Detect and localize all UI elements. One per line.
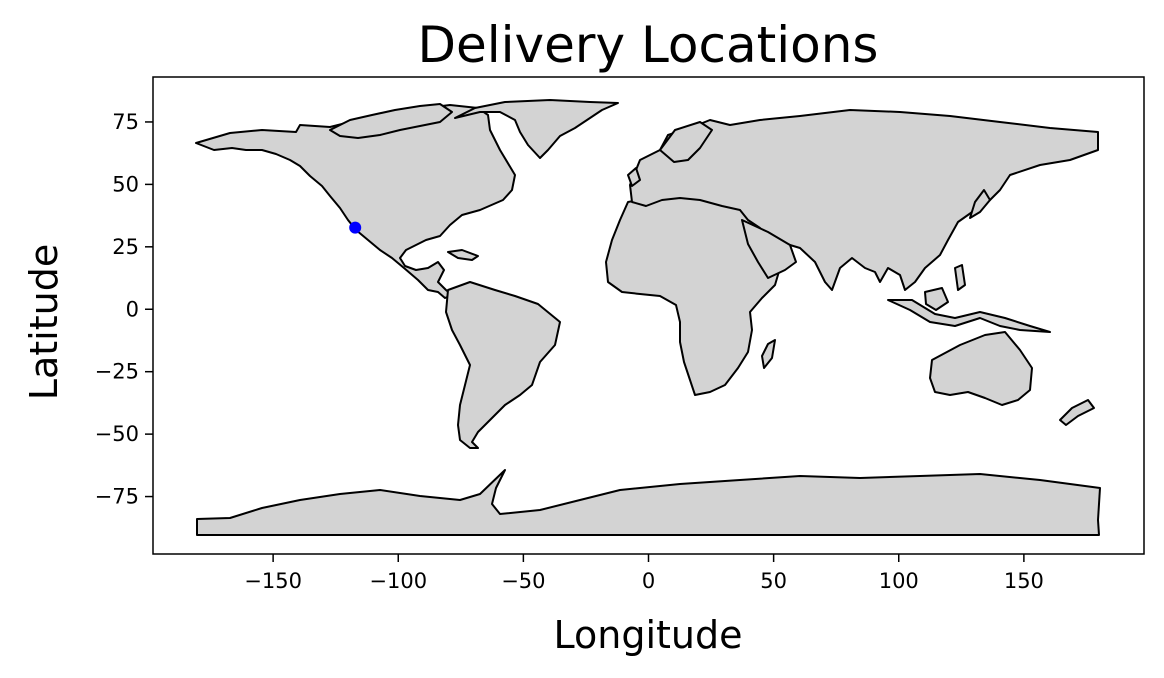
landmass-uk — [627, 167, 641, 187]
x-tick-label: 150 — [1004, 569, 1044, 593]
landmass-australia — [929, 331, 1033, 406]
landmass-antarctica — [196, 469, 1101, 536]
y-axis: 75 50 25 0 −25 −50 −75 — [95, 110, 153, 509]
x-tick-label: −100 — [369, 569, 427, 593]
y-tick-label: −75 — [95, 485, 139, 509]
landmass-arabia — [741, 219, 797, 279]
x-tick-label: 0 — [642, 569, 655, 593]
landmass-north-america — [195, 104, 516, 299]
y-tick-label: 75 — [112, 110, 139, 134]
x-tick-label: −50 — [501, 569, 545, 593]
landmass-canadian-islands — [329, 103, 453, 139]
world-map — [195, 99, 1101, 536]
landmass-cuba — [447, 249, 479, 261]
y-tick-label: 25 — [112, 235, 139, 259]
landmass-japan — [969, 189, 991, 219]
y-axis-label: Latitude — [22, 244, 66, 400]
landmass-indonesia — [887, 299, 1051, 333]
x-tick-label: −150 — [244, 569, 302, 593]
y-tick-label: 0 — [126, 297, 139, 321]
y-tick-label: −50 — [95, 422, 139, 446]
landmass-south-america — [445, 281, 561, 449]
landmass-eurasia — [629, 109, 1099, 291]
x-axis: −150 −100 −50 0 50 100 150 — [244, 554, 1044, 593]
landmass-philippines — [954, 264, 966, 291]
landmass-madagascar — [761, 339, 776, 369]
x-axis-label: Longitude — [554, 613, 743, 657]
landmass-new-zealand — [1059, 399, 1095, 426]
x-tick-label: 100 — [879, 569, 919, 593]
x-tick-label: 50 — [760, 569, 787, 593]
chart-title: Delivery Locations — [418, 16, 879, 74]
landmass-greenland — [454, 99, 619, 159]
y-tick-label: 50 — [112, 172, 139, 196]
y-tick-label: −25 — [95, 360, 139, 384]
plot-area — [152, 76, 1145, 555]
landmass-borneo — [924, 287, 949, 311]
landmass-scandinavia — [659, 121, 713, 163]
delivery-location-marker[interactable] — [349, 221, 362, 234]
